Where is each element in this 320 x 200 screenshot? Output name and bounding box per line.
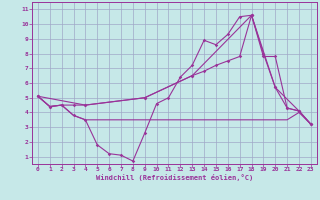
X-axis label: Windchill (Refroidissement éolien,°C): Windchill (Refroidissement éolien,°C) (96, 174, 253, 181)
